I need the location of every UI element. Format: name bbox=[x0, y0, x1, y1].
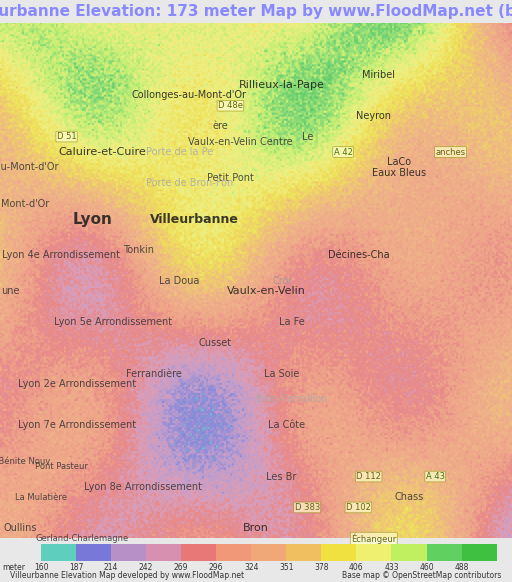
Text: 214: 214 bbox=[104, 563, 118, 572]
Bar bbox=[426, 544, 462, 561]
Text: 488: 488 bbox=[455, 563, 469, 572]
Text: Décines-Cha: Décines-Cha bbox=[328, 250, 389, 260]
Text: anches: anches bbox=[436, 148, 465, 157]
Bar bbox=[322, 544, 356, 561]
Text: Pont Pasteur: Pont Pasteur bbox=[35, 462, 88, 471]
Text: Gerland-Charlemagne: Gerland-Charlemagne bbox=[35, 534, 129, 543]
Text: 460: 460 bbox=[419, 563, 434, 572]
Text: D 102: D 102 bbox=[346, 503, 371, 512]
Bar bbox=[111, 544, 146, 561]
Text: Rillieux-la-Pape: Rillieux-la-Pape bbox=[239, 80, 325, 90]
Text: La Mulatière: La Mulatière bbox=[15, 492, 67, 502]
Text: Lyon 2e Arrondissement: Lyon 2e Arrondissement bbox=[18, 379, 136, 389]
Bar bbox=[286, 544, 322, 561]
Text: D 48e: D 48e bbox=[218, 101, 243, 110]
Text: Villeurbanne Elevation: 173 meter Map by www.FloodMap.net (beta): Villeurbanne Elevation: 173 meter Map by… bbox=[0, 4, 512, 19]
Text: Porte de Bron-Fon: Porte de Bron-Fon bbox=[146, 178, 233, 188]
Text: Lyon: Lyon bbox=[72, 211, 112, 226]
Text: La Côte: La Côte bbox=[268, 420, 305, 430]
Text: meter: meter bbox=[3, 563, 26, 572]
Text: D 112: D 112 bbox=[356, 472, 381, 481]
Text: LaCo
Eaux Bleus: LaCo Eaux Bleus bbox=[372, 157, 426, 178]
Text: Lyon 8e Arrondissement: Lyon 8e Arrondissement bbox=[84, 482, 202, 492]
Text: Les Br: Les Br bbox=[266, 471, 297, 481]
Bar bbox=[146, 544, 181, 561]
Text: 433: 433 bbox=[384, 563, 399, 572]
Text: Cusset: Cusset bbox=[199, 338, 231, 347]
Text: La Soie: La Soie bbox=[264, 368, 300, 378]
Text: Villeurbanne: Villeurbanne bbox=[150, 212, 239, 225]
Text: Base map © OpenStreetMap contributors: Base map © OpenStreetMap contributors bbox=[343, 571, 502, 580]
Text: Vaulx-en-Velin: Vaulx-en-Velin bbox=[227, 286, 306, 296]
Text: 242: 242 bbox=[139, 563, 153, 572]
Text: Mont-d'Or: Mont-d'Or bbox=[2, 198, 50, 208]
Text: 296: 296 bbox=[209, 563, 223, 572]
Text: Échangeur: Échangeur bbox=[351, 533, 396, 544]
Text: Pierre-Bénite Nouv: Pierre-Bénite Nouv bbox=[0, 457, 50, 466]
Text: Petit Pont: Petit Pont bbox=[207, 173, 254, 183]
Text: Lyon 4e Arrondissement: Lyon 4e Arrondissement bbox=[3, 250, 120, 260]
Text: Caluire-et-Cuire: Caluire-et-Cuire bbox=[58, 147, 146, 157]
Text: une: une bbox=[1, 286, 19, 296]
Bar bbox=[216, 544, 251, 561]
Text: Ferrandière: Ferrandière bbox=[125, 368, 182, 378]
Text: Oullins: Oullins bbox=[4, 523, 37, 533]
Text: Bron-Ferraillon: Bron-Ferraillon bbox=[256, 394, 328, 404]
Text: 160: 160 bbox=[34, 563, 48, 572]
Text: Miribel: Miribel bbox=[362, 70, 395, 80]
Text: 378: 378 bbox=[314, 563, 329, 572]
Text: 187: 187 bbox=[69, 563, 83, 572]
Text: 324: 324 bbox=[244, 563, 259, 572]
Text: 269: 269 bbox=[174, 563, 188, 572]
Text: Porte de la Pe: Porte de la Pe bbox=[145, 147, 213, 157]
Text: D 383: D 383 bbox=[294, 503, 320, 512]
Text: Villeurbanne Elevation Map developed by www.FloodMap.net: Villeurbanne Elevation Map developed by … bbox=[10, 571, 244, 580]
Text: Vaulx-en-Velin Centre: Vaulx-en-Velin Centre bbox=[188, 137, 293, 147]
Text: A 42: A 42 bbox=[334, 148, 352, 157]
Text: 406: 406 bbox=[349, 563, 364, 572]
Text: 351: 351 bbox=[279, 563, 293, 572]
Bar bbox=[251, 544, 286, 561]
Text: Le: Le bbox=[302, 132, 313, 141]
Text: La Fe: La Fe bbox=[279, 317, 305, 327]
Text: Bron: Bron bbox=[243, 523, 269, 533]
Bar bbox=[356, 544, 392, 561]
Text: Collonges-au-Mont-d'Or: Collonges-au-Mont-d'Or bbox=[132, 90, 247, 100]
Bar bbox=[181, 544, 216, 561]
Text: Tonkin: Tonkin bbox=[123, 245, 154, 255]
Text: ère: ère bbox=[212, 121, 228, 132]
Text: Neyron: Neyron bbox=[356, 111, 391, 121]
Text: -au-Mont-d'Or: -au-Mont-d'Or bbox=[0, 162, 59, 172]
Text: Lyon 5e Arrondissement: Lyon 5e Arrondissement bbox=[54, 317, 172, 327]
Text: La Doua: La Doua bbox=[159, 276, 199, 286]
Bar bbox=[392, 544, 426, 561]
Text: Croi: Croi bbox=[272, 276, 291, 286]
Text: A 43: A 43 bbox=[425, 472, 445, 481]
Text: Chass: Chass bbox=[395, 492, 424, 502]
Bar bbox=[76, 544, 111, 561]
Bar bbox=[462, 544, 497, 561]
Bar bbox=[41, 544, 76, 561]
Text: D 51: D 51 bbox=[57, 132, 76, 141]
Text: Lyon 7e Arrondissement: Lyon 7e Arrondissement bbox=[18, 420, 136, 430]
